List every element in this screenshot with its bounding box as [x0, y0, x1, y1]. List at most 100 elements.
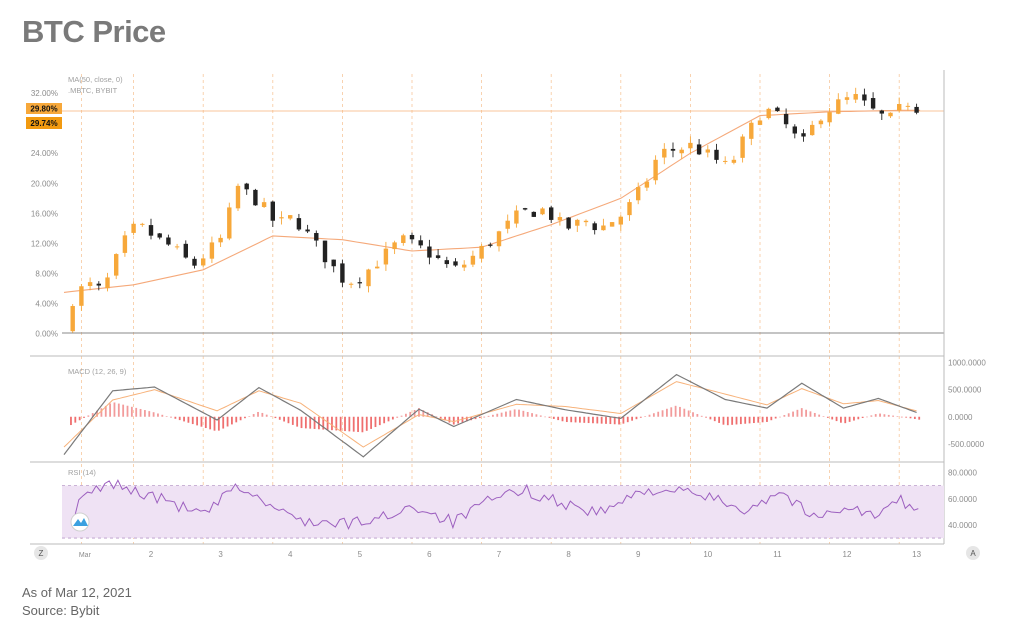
macd-bar [744, 416, 747, 424]
macd-bar [561, 416, 564, 422]
macd-bar [383, 416, 386, 424]
candle [662, 148, 667, 158]
macd-bar [70, 416, 72, 426]
macd-bar [840, 416, 842, 423]
candle [775, 107, 780, 112]
macd-bar [652, 413, 655, 417]
candle [157, 233, 162, 238]
macd-bar [78, 416, 81, 421]
candle [435, 255, 441, 258]
candle [549, 207, 554, 220]
macd-bar [674, 405, 677, 417]
zoom-left-button[interactable]: Z [34, 546, 48, 560]
macd-bar [300, 416, 303, 429]
macd-bar [574, 416, 577, 423]
symbol-legend: .MBTC, BYBIT [68, 86, 118, 95]
candle [810, 124, 815, 136]
macd-bar [357, 416, 359, 432]
x-tick-label: 4 [288, 550, 293, 559]
macd-bar [387, 416, 390, 422]
macd-bar [326, 416, 329, 430]
macd-bar [322, 416, 325, 430]
candle [305, 229, 310, 232]
macd-bar [866, 416, 868, 418]
rsi-line [73, 479, 919, 531]
candle [279, 217, 284, 219]
macd-bar [592, 416, 594, 424]
macd-bar [361, 416, 364, 433]
macd-bar [104, 405, 107, 417]
x-tick-label: 3 [218, 550, 223, 559]
macd-bar [117, 403, 120, 417]
candle [696, 144, 702, 155]
candle [818, 120, 824, 125]
x-tick-label: 9 [636, 550, 641, 559]
x-tick-label: 6 [427, 550, 432, 559]
x-axis: Mar 2 3 4 5 6 7 8 9 10 11 12 13 [79, 550, 922, 559]
macd-bar [252, 414, 255, 417]
macd-bar [452, 416, 455, 425]
y-tick-label: 0.0000 [948, 413, 973, 422]
macd-bar [600, 416, 603, 424]
candle [705, 149, 710, 153]
y-tick-label: 80.0000 [948, 469, 977, 478]
macd-bar [500, 412, 503, 417]
macd-bar [231, 416, 233, 425]
candle [253, 189, 258, 206]
macd-bar [905, 416, 908, 418]
macd-bar [222, 416, 225, 429]
candle [401, 235, 406, 243]
macd-bar [191, 416, 194, 425]
macd-bar [631, 416, 634, 421]
svg-text:A[interactable]: A [970, 549, 976, 558]
macd-bar [257, 411, 259, 417]
x-tick-label: Mar [79, 552, 92, 559]
rsi-y-axis: 80.0000 60.0000 40.0000 [948, 469, 977, 530]
macd-bar [213, 416, 216, 431]
macd-bar [826, 416, 829, 418]
candle [218, 237, 223, 243]
macd-bar [800, 408, 803, 417]
macd-bar [766, 416, 768, 422]
x-tick-label: 2 [149, 550, 154, 559]
macd-bar [365, 416, 368, 431]
macd-bar [335, 416, 338, 431]
macd-bar [487, 415, 490, 417]
auto-scale-button[interactable]: A [966, 546, 980, 560]
macd-bar [570, 416, 573, 423]
candle [557, 217, 563, 221]
footer: As of Mar 12, 2021 Source: Bybit [22, 584, 132, 620]
macd-bar [887, 414, 890, 417]
macd-bar [165, 416, 168, 417]
macd-bar [518, 409, 520, 417]
y-tick-label: 20.00% [31, 179, 58, 188]
candle [749, 122, 754, 139]
candle [357, 282, 362, 284]
candle [522, 208, 528, 210]
svg-text:Z[interactable]: Z [39, 549, 44, 558]
macd-bar [405, 413, 407, 417]
macd-bar [583, 416, 586, 423]
candle [148, 225, 154, 236]
macd-bar [805, 409, 808, 417]
macd-bar [200, 416, 203, 427]
macd-bar [526, 411, 529, 417]
candle [140, 223, 145, 225]
macd-bar [779, 416, 781, 418]
macd-bar [874, 414, 877, 417]
candle [888, 112, 893, 117]
candle [766, 108, 771, 119]
macd-bar [465, 416, 468, 422]
candle [296, 218, 302, 230]
y-tick-label: 4.00% [35, 300, 58, 309]
candle [470, 255, 476, 265]
x-tick-label: 13 [912, 550, 921, 559]
macd-bar [913, 416, 916, 419]
macd-legend: MACD (12, 26, 9) [68, 367, 127, 376]
macd-bar [753, 416, 755, 424]
macd-bar [91, 413, 94, 417]
candle [453, 261, 458, 266]
rsi-band [62, 485, 944, 539]
bybit-logo-icon [70, 512, 90, 532]
